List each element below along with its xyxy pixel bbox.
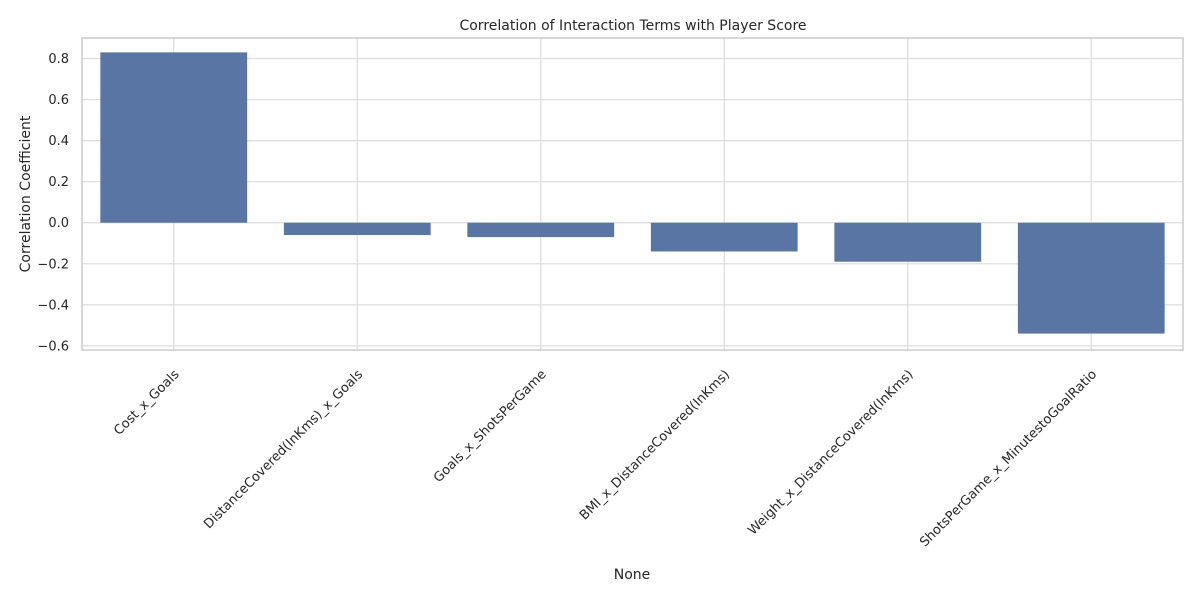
bar [100,52,248,223]
bar [283,222,431,236]
y-tick-label: −0.4 [37,298,69,313]
bar [650,222,798,252]
x-tick-label: Weight_x_DistanceCovered(InKms) [745,367,916,538]
y-tick-label: −0.2 [37,257,69,272]
bar [467,222,615,238]
x-tick-label: ShotsPerGame_x_MinutestoGoalRatio [917,367,1100,550]
x-tick-labels: Cost_x_Goals DistanceCovered(InKms)_x_Goa… [111,367,1100,550]
y-tick-label: −0.6 [37,339,69,354]
plot-frame [81,37,1184,351]
bar [834,222,982,262]
x-axis-label: None [614,567,651,583]
y-tick-label: 0.8 [48,52,69,67]
y-tick-label: 0.0 [48,216,69,231]
x-tick-label: BMI_x_DistanceCovered(InKms) [577,367,733,523]
y-tick-labels: −0.6 −0.4 −0.2 0.0 0.2 0.4 0.6 0.8 [37,52,69,354]
x-tick-label: Goals_x_ShotsPerGame [431,367,550,486]
y-axis-label: Correlation Coefficient [18,115,34,272]
bars [100,52,1165,334]
chart-title: Correlation of Interaction Terms with Pl… [459,18,806,34]
y-tick-label: 0.4 [48,134,69,149]
y-tick-label: 0.2 [48,175,69,190]
bar [1017,222,1165,334]
x-tick-label: DistanceCovered(InKms)_x_Goals [201,367,366,532]
x-tick-label: Cost_x_Goals [111,367,183,439]
y-tick-label: 0.6 [48,93,69,108]
